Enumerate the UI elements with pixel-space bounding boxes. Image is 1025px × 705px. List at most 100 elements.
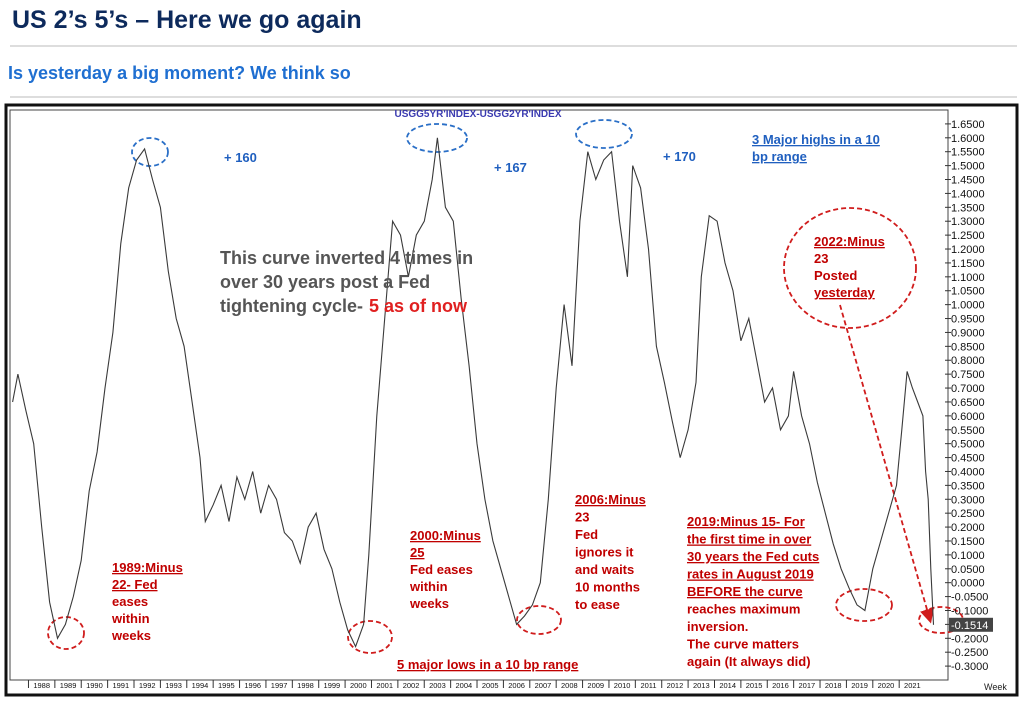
x-tick-label: 2018: [825, 681, 842, 690]
plot-area: [9, 109, 949, 681]
annotation: BEFORE the curve: [687, 584, 803, 599]
y-tick-label: 1.6000: [951, 133, 985, 145]
y-tick-label: 1.2000: [951, 244, 985, 256]
x-axis-label: Week: [984, 682, 1007, 692]
y-tick-label: 1.3500: [951, 202, 985, 214]
highlight-circle: [516, 605, 562, 635]
page-subtitle: Is yesterday a big moment? We think so: [8, 63, 351, 83]
x-tick-label: 2019: [851, 681, 868, 690]
x-tick-label: 1988: [33, 681, 50, 690]
annotation: inversion.: [687, 619, 748, 634]
annotation: 23: [814, 251, 828, 266]
annotation: 5 major lows in a 10 bp range: [397, 657, 578, 672]
annotation: yesterday: [814, 285, 875, 300]
x-tick-label: 2001: [376, 681, 393, 690]
y-tick-label: 1.1000: [951, 272, 985, 284]
highlight-circle: [406, 123, 468, 153]
arrow: [839, 304, 934, 624]
annotation: 1989:Minus: [112, 560, 183, 575]
y-tick-label: -0.0500: [951, 592, 988, 604]
y-tick-label: 0.7500: [951, 369, 985, 381]
last-value-label: -0.1514: [951, 620, 988, 632]
y-tick-label: 0.0500: [951, 564, 985, 576]
annotation: again (It always did): [687, 654, 811, 669]
y-tick-label: 0.8000: [951, 355, 985, 367]
annotation: 2022:Minus: [814, 234, 885, 249]
x-tick-label: 2015: [746, 681, 763, 690]
y-tick-label: 0.2000: [951, 522, 985, 534]
x-tick-label: 2002: [403, 681, 420, 690]
highlight-circle: [835, 588, 893, 622]
x-tick-label: 2009: [587, 681, 604, 690]
x-tick-label: 2010: [614, 681, 631, 690]
x-tick-label: 1997: [271, 681, 288, 690]
annotation: Fed: [575, 527, 598, 542]
x-tick-label: 2017: [798, 681, 815, 690]
x-tick-label: 1989: [60, 681, 77, 690]
annotation-emphasis: 5 as of now: [369, 296, 468, 316]
highlight-circle: [47, 616, 85, 650]
annotation: Fed eases: [410, 562, 473, 577]
x-tick-label: 1990: [86, 681, 103, 690]
annotation: 3 Major highs in a 10: [752, 132, 880, 147]
y-tick-label: 0.8500: [951, 341, 985, 353]
annotation: to ease: [575, 597, 620, 612]
x-tick-label: 2007: [535, 681, 552, 690]
y-tick-label: 0.4500: [951, 453, 985, 465]
x-tick-label: 1991: [112, 681, 129, 690]
y-tick-label: 0.7000: [951, 383, 985, 395]
annotation: rates in August 2019: [687, 567, 814, 582]
y-tick-label: 1.4500: [951, 175, 985, 187]
annotation: weeks: [111, 628, 151, 643]
x-tick-label: 2012: [667, 681, 684, 690]
highlight-circle: [131, 137, 169, 167]
y-tick-label: 0.4000: [951, 466, 985, 478]
x-tick-label: 2014: [719, 681, 736, 690]
annotation: over 30 years post a Fed: [220, 272, 430, 292]
y-tick-label: 0.5500: [951, 425, 985, 437]
x-tick-label: 1992: [139, 681, 156, 690]
annotation: bp range: [752, 149, 807, 164]
annotation: 10 months: [575, 580, 640, 595]
x-tick-label: 2020: [878, 681, 895, 690]
x-tick-label: 1994: [192, 681, 209, 690]
x-tick-label: 2006: [508, 681, 525, 690]
highlight-circle: [783, 207, 917, 329]
y-tick-label: 0.9500: [951, 314, 985, 326]
x-tick-label: 2008: [561, 681, 578, 690]
y-tick-label: 0.2500: [951, 508, 985, 520]
y-tick-label: -0.1000: [951, 605, 988, 617]
series-line: [12, 137, 935, 649]
annotation: tightening cycle-: [220, 296, 363, 316]
x-tick-label: 2003: [429, 681, 446, 690]
last-value-box: [949, 617, 993, 632]
y-tick-label: 0.6000: [951, 411, 985, 423]
annotation: weeks: [409, 596, 449, 611]
page-title: US 2’s 5’s – Here we go again: [12, 6, 362, 34]
x-tick-label: 2000: [350, 681, 367, 690]
chart-title: USGG5YR'INDEX-USGG2YR'INDEX: [394, 109, 561, 120]
x-tick-label: 2011: [640, 681, 656, 690]
y-tick-label: 1.5000: [951, 161, 985, 173]
y-tick-label: 1.5500: [951, 147, 985, 159]
y-tick-label: 0.1500: [951, 536, 985, 548]
y-tick-label: 1.1500: [951, 258, 985, 270]
x-tick-label: 2021: [904, 681, 921, 690]
annotation: reaches maximum: [687, 602, 800, 617]
y-tick-label: 1.4000: [951, 188, 985, 200]
annotation: the first time in over: [687, 532, 811, 547]
x-tick-label: 1998: [297, 681, 314, 690]
annotation: 23: [575, 510, 589, 525]
y-tick-label: 0.0000: [951, 578, 985, 590]
x-tick-label: 1999: [324, 681, 341, 690]
annotation: + 160: [224, 150, 257, 165]
annotation: Posted: [814, 268, 857, 283]
annotation: The curve matters: [687, 637, 799, 652]
annotation: 30 years the Fed cuts: [687, 549, 819, 564]
y-tick-label: 1.2500: [951, 230, 985, 242]
annotation: ignores it: [575, 545, 634, 560]
x-tick-label: 1996: [244, 681, 261, 690]
x-tick-label: 2016: [772, 681, 789, 690]
annotation: + 167: [494, 160, 527, 175]
